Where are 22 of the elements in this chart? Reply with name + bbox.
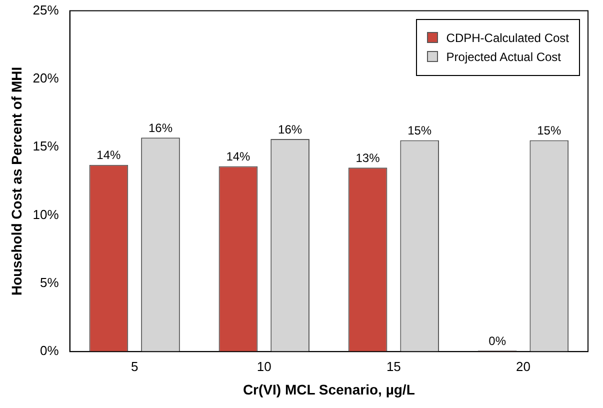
data-label: 16% xyxy=(148,120,173,135)
y-tick-label: 5% xyxy=(40,275,60,290)
y-tick-label: 25% xyxy=(32,2,60,18)
data-label: 16% xyxy=(278,122,302,136)
data-label: 14% xyxy=(226,150,251,164)
y-tick-label: 15% xyxy=(32,138,60,154)
y-tick-label: 0% xyxy=(40,343,60,358)
x-tick-label: 10 xyxy=(256,358,272,374)
data-label: 0% xyxy=(488,334,506,348)
x-tick-label: 15 xyxy=(386,358,401,374)
x-tick-label: 20 xyxy=(516,358,530,374)
x-axis-title: Cr(VI) MCL Scenario, µg/L xyxy=(242,381,416,398)
y-axis-title: Household Cost as Percent of MHI xyxy=(8,66,24,296)
y-tick-label: 20% xyxy=(32,70,60,86)
data-label: 13% xyxy=(356,150,380,165)
y-tick-label: 10% xyxy=(32,206,60,222)
data-label: 14% xyxy=(96,148,122,162)
x-tick-label: 5 xyxy=(130,358,138,374)
data-label: 15% xyxy=(537,124,562,138)
data-label: 15% xyxy=(408,124,432,138)
legend-label: Projected Actual Cost xyxy=(446,50,562,64)
legend-label: CDPH-Calculated Cost xyxy=(446,30,569,45)
